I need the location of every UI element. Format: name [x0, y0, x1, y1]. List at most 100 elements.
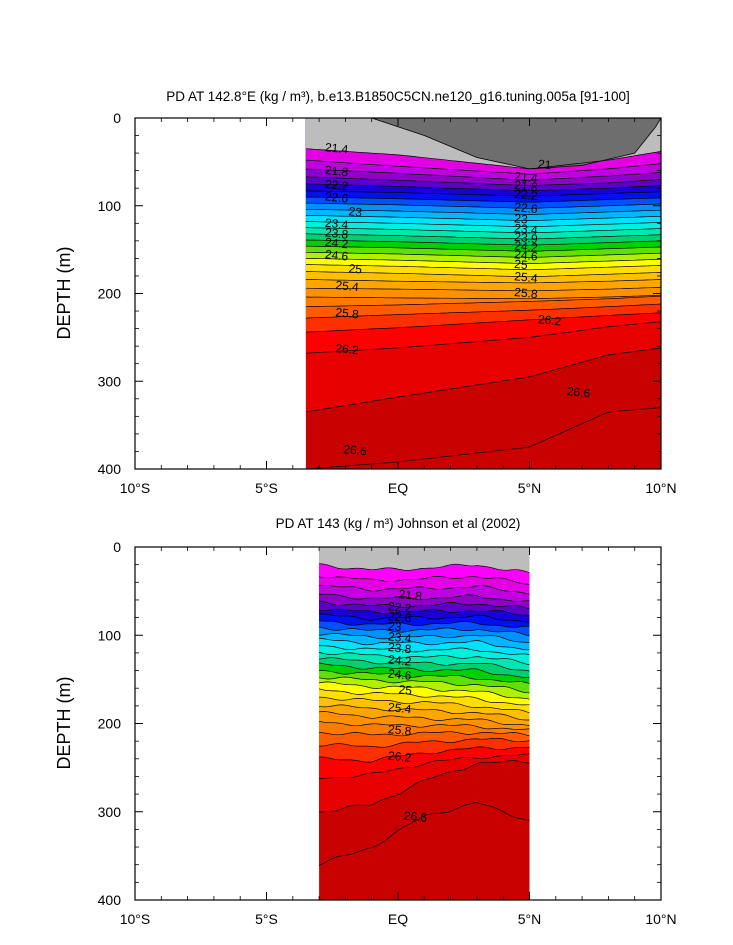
contour-label: 25: [398, 682, 413, 697]
y-tick-label: 100: [98, 198, 122, 214]
contour-label: 26.2: [387, 749, 412, 765]
x-tick-label: 5°S: [255, 911, 278, 927]
contour-line-25: [306, 271, 661, 278]
contour-label: 22.6: [387, 609, 412, 625]
contour-line-25.4: [305, 287, 661, 292]
contour-label: 26.6: [566, 384, 591, 400]
contour-line-26.6: [305, 347, 661, 413]
contour-label: 25.4: [335, 278, 360, 294]
x-tick-label: 10°N: [645, 480, 676, 496]
contour-label: 21.4: [324, 140, 349, 156]
contour-line-24.8: [319, 688, 530, 706]
contour-line-25.8: [305, 295, 661, 308]
contour-label: 24.6: [387, 666, 412, 682]
x-tick-label: EQ: [388, 911, 408, 927]
contour-line-21.8: [319, 593, 530, 602]
contour-line-26: [319, 737, 530, 748]
contour-label: 26.6: [403, 809, 428, 825]
contour-label: 24.2: [514, 238, 539, 254]
contour-line-21.8: [305, 168, 661, 181]
contour-line-23: [319, 633, 530, 644]
contour-fill-layer: [319, 547, 530, 900]
contour-label: 22.2: [324, 177, 349, 193]
contour-line-25.2: [306, 279, 661, 284]
contour-line-23.6: [305, 227, 661, 234]
contour-line-23: [306, 208, 661, 215]
contour-line-23.6: [319, 652, 530, 665]
contour-label: 25: [348, 261, 363, 276]
contour-line-26.6: [319, 760, 530, 813]
contour-line-23.8: [319, 657, 530, 672]
y-tick-label: 100: [98, 627, 122, 643]
contour-label: 22.2: [387, 599, 412, 615]
contour-label: 23.4: [514, 221, 539, 237]
contour-line-23.4: [319, 645, 530, 656]
contour-line-21.4: [319, 575, 530, 585]
x-tick-label: EQ: [388, 480, 408, 496]
contour-line-25.6: [305, 294, 661, 300]
contour-line-26.8: [305, 407, 661, 469]
contour-label: 24.2: [387, 652, 412, 668]
contour-line-26.2: [305, 312, 661, 333]
contour-label: 23.8: [324, 225, 349, 241]
y-tick-label: 200: [98, 286, 122, 302]
y-tick-label: 300: [98, 373, 122, 389]
x-tick-label: 5°N: [518, 480, 542, 496]
contour-fill-layer: [305, 118, 661, 469]
contour-label-layer: 21.42121.822.222.62323.423.824.224.62525…: [324, 140, 591, 458]
contour-label: 23.4: [387, 629, 412, 645]
x-tick-label: 10°S: [120, 911, 151, 927]
contour-line-23.4: [305, 221, 661, 228]
contour-line-21.4: [305, 148, 661, 170]
contour-line-26: [305, 303, 661, 319]
contour-line-25.4: [319, 711, 530, 726]
contour-line-26.2: [319, 746, 530, 763]
x-tick-label: 5°S: [255, 480, 278, 496]
contour-line-25.6: [319, 720, 530, 730]
contour-line-21.6: [305, 159, 661, 175]
contour-line-22: [319, 600, 530, 610]
contour-label: 23.4: [324, 216, 349, 232]
x-tick-label: 5°N: [518, 911, 542, 927]
contour-line-22.6: [319, 620, 530, 628]
contour-label: 21.8: [398, 587, 423, 603]
contour-label: 21: [537, 157, 552, 172]
contour-label: 23: [514, 211, 529, 226]
contour-line-23.8: [305, 233, 661, 240]
contour-line-25: [319, 696, 530, 714]
contour-line-22.4: [305, 190, 661, 197]
contour-line-25.8: [319, 731, 530, 737]
contour-label: 25.8: [387, 722, 412, 738]
panel-title: PD AT 143 (kg / m³) Johnson et al (2002): [276, 516, 521, 531]
contour-label: 22.6: [324, 189, 349, 205]
contour-line-26.4: [305, 321, 661, 354]
contour-line-23.2: [305, 215, 661, 221]
contour-label: 22.6: [514, 200, 539, 216]
contour-label: 22.2: [514, 187, 539, 203]
contour-label: 23: [348, 204, 363, 219]
contour-line-26.4: [319, 753, 530, 779]
contour-label: 21.4: [514, 169, 539, 185]
contour-line-24: [319, 662, 530, 678]
contour-line-layer: [305, 148, 661, 469]
x-tick-label: 10°N: [645, 911, 676, 927]
contour-label: 26.6: [343, 442, 368, 458]
contour-line-24.2: [305, 245, 661, 252]
y-tick-label: 400: [98, 461, 122, 477]
tick-layer: 10°S 5°S EQ 5°N 10°N 0 100 200 300 400: [98, 110, 677, 496]
panel-model: PD AT 142.8°E (kg / m³), b.e13.B1850C5CN…: [54, 89, 677, 496]
contour-label: 25: [514, 257, 529, 272]
panel-observations: PD AT 143 (kg / m³) Johnson et al (2002)…: [54, 516, 677, 927]
tick-layer: 10°S 5°S EQ 5°N 10°N 0 100 200 300 400: [98, 539, 677, 927]
y-tick-label: 200: [98, 716, 122, 732]
panel-title: PD AT 142.8°E (kg / m³), b.e13.B1850C5CN…: [166, 89, 629, 104]
y-tick-label: 400: [98, 892, 122, 908]
x-tick-label: 10°S: [120, 480, 151, 496]
contour-label: 25.4: [514, 269, 539, 285]
y-tick-label: 0: [113, 539, 121, 555]
y-tick-label: 0: [113, 110, 121, 126]
contour-line-24.4: [306, 251, 661, 258]
contour-line-22.8: [305, 202, 661, 209]
